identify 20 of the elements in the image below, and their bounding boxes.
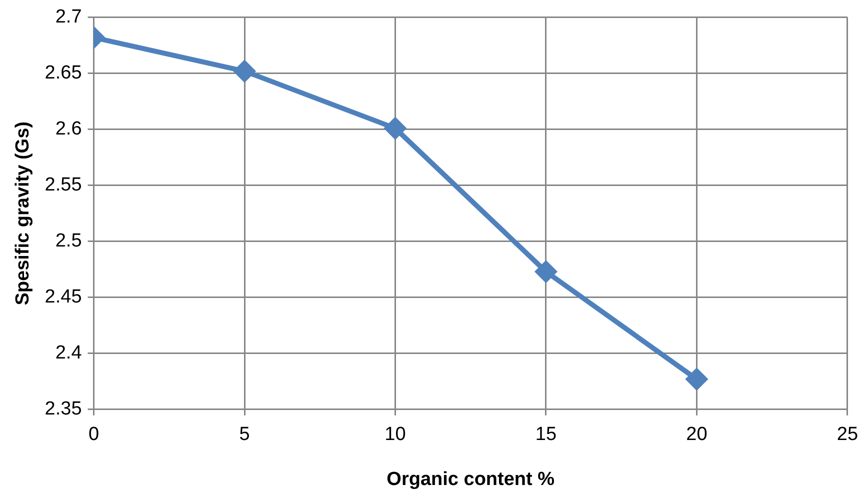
y-axis-title: Spesific gravity (Gs) xyxy=(12,122,34,306)
x-axis-title: Organic content % xyxy=(386,468,555,490)
y-tick-label: 2.55 xyxy=(44,174,82,196)
point xyxy=(234,60,256,82)
x-tick-label: 25 xyxy=(836,424,858,446)
point xyxy=(686,368,708,390)
point xyxy=(384,118,406,139)
y-tick-label: 2.35 xyxy=(44,398,82,420)
x-tick-label: 15 xyxy=(535,424,557,446)
y-tick-label: 2.5 xyxy=(55,230,82,252)
x-tick-label: 20 xyxy=(686,424,708,446)
y-tick-label: 2.7 xyxy=(55,6,82,28)
y-tick-label: 2.4 xyxy=(55,342,82,364)
x-tick-label: 10 xyxy=(384,424,406,446)
x-tick-label: 0 xyxy=(88,424,100,446)
y-tick-label: 2.45 xyxy=(44,286,82,308)
y-tick-label: 2.6 xyxy=(55,118,82,140)
y-tick-label: 2.65 xyxy=(44,62,82,84)
x-tick-label: 5 xyxy=(239,424,250,446)
point xyxy=(535,261,556,282)
